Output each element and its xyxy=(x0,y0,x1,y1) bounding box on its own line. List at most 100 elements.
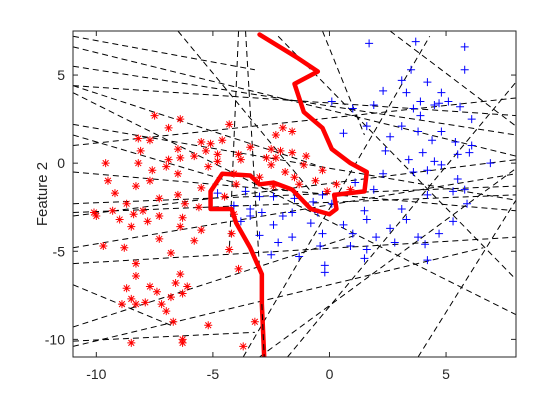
dashed-line xyxy=(73,331,255,342)
dashed-line xyxy=(259,168,516,357)
red-asterisk-point xyxy=(176,115,185,124)
y-tick-label: 0 xyxy=(57,155,65,171)
blue-plus-point xyxy=(348,104,357,113)
blue-plus-point xyxy=(449,217,458,226)
boundary-dashed-overlay xyxy=(261,304,265,357)
red-asterisk-point xyxy=(204,321,213,330)
red-asterisk-point xyxy=(152,287,161,296)
red-asterisk-point xyxy=(127,222,136,231)
red-asterisk-point xyxy=(173,190,182,199)
red-asterisk-point xyxy=(162,307,171,316)
red-asterisk-point xyxy=(323,187,332,196)
blue-plus-point xyxy=(236,217,245,226)
red-asterisk-point xyxy=(234,150,243,159)
blue-plus-point xyxy=(451,138,460,147)
red-asterisk-point xyxy=(250,317,259,326)
red-asterisk-point xyxy=(101,159,110,168)
blue-plus-point xyxy=(379,169,388,178)
red-asterisk-point xyxy=(178,213,187,222)
blue-plus-point xyxy=(229,201,238,210)
blue-plus-point xyxy=(423,190,432,199)
blue-plus-point xyxy=(460,42,469,51)
red-asterisk-point xyxy=(225,245,234,254)
blue-plus-point xyxy=(213,189,222,198)
red-asterisk-point xyxy=(232,180,241,189)
blue-plus-point xyxy=(288,208,297,217)
red-asterisk-point xyxy=(131,300,140,309)
blue-plus-point xyxy=(460,185,469,194)
red-asterisk-point xyxy=(131,182,140,191)
blue-plus-point xyxy=(409,104,418,113)
red-asterisk-point xyxy=(166,293,175,302)
plot-frame xyxy=(72,30,517,358)
dashed-line xyxy=(73,35,255,71)
blue-plus-point xyxy=(435,99,444,108)
blue-plus-point xyxy=(372,233,381,242)
blue-plus-point xyxy=(346,241,355,250)
dashed-line xyxy=(73,85,516,117)
red-asterisk-point xyxy=(157,300,166,309)
red-asterisk-point xyxy=(173,145,182,154)
axis-ticks-layer: -10 -5 0 5 -10 -5 0 5 xyxy=(45,31,516,382)
blue-plus-point xyxy=(414,233,423,242)
blue-plus-point xyxy=(246,212,255,221)
red-asterisk-point xyxy=(225,120,234,129)
red-asterisk-point xyxy=(145,176,154,185)
red-asterisk-point xyxy=(145,282,154,291)
red-asterisk-point xyxy=(166,249,175,258)
blue-plus-point xyxy=(437,160,446,169)
blue-plus-point xyxy=(339,129,348,138)
blue-plus-point xyxy=(348,229,357,238)
blue-plus-point xyxy=(437,127,446,136)
red-asterisk-point xyxy=(194,203,203,212)
red-asterisk-point xyxy=(180,199,189,208)
red-asterisk-point xyxy=(206,139,215,148)
red-asterisk-point xyxy=(155,194,164,203)
red-asterisk-point xyxy=(299,160,308,169)
red-asterisk-point xyxy=(131,271,140,280)
red-asterisk-point xyxy=(227,229,236,238)
blue-plus-point xyxy=(453,150,462,159)
red-asterisk-point xyxy=(302,152,311,161)
blue-plus-point xyxy=(246,204,255,213)
blue-plus-point xyxy=(449,187,458,196)
dashed-line xyxy=(73,247,484,347)
dashed-line xyxy=(73,92,516,316)
blue-plus-point xyxy=(421,240,430,249)
red-asterisk-point xyxy=(255,173,264,182)
blue-plus-point xyxy=(423,256,432,265)
blue-plus-point xyxy=(365,39,374,48)
dashed-line xyxy=(177,31,312,192)
x-tick-label: 0 xyxy=(326,366,334,382)
blue-plus-point xyxy=(360,254,369,263)
blue-plus-point xyxy=(444,97,453,106)
blue-plus-point xyxy=(362,122,371,131)
blue-plus-point xyxy=(369,185,378,194)
red-asterisk-point xyxy=(204,162,213,171)
red-asterisk-point xyxy=(122,284,131,293)
blue-plus-point xyxy=(402,215,411,224)
blue-plus-point xyxy=(362,245,371,254)
red-asterisk-point xyxy=(122,199,131,208)
blue-plus-point xyxy=(369,101,378,110)
red-asterisk-point xyxy=(218,136,227,145)
decision-boundary-layer xyxy=(208,32,370,357)
red-asterisk-point xyxy=(178,289,187,298)
red-asterisk-point xyxy=(176,222,185,231)
blue-plus-point xyxy=(360,206,369,215)
blue-plus-point xyxy=(290,194,299,203)
red-asterisk-point xyxy=(127,338,136,347)
red-asterisk-point xyxy=(295,180,304,189)
blue-plus-point xyxy=(362,215,371,224)
blue-plus-point xyxy=(255,231,264,240)
blue-plus-point xyxy=(423,78,432,87)
red-asterisk-point xyxy=(108,206,117,215)
blue-plus-point xyxy=(409,167,418,176)
blue-plus-point xyxy=(430,157,439,166)
dashed-line xyxy=(228,31,240,254)
red-asterisk-point xyxy=(290,173,299,182)
blue-plus-point xyxy=(339,220,348,229)
red-asterisk-point xyxy=(288,127,297,136)
red-asterisk-point xyxy=(176,270,185,279)
